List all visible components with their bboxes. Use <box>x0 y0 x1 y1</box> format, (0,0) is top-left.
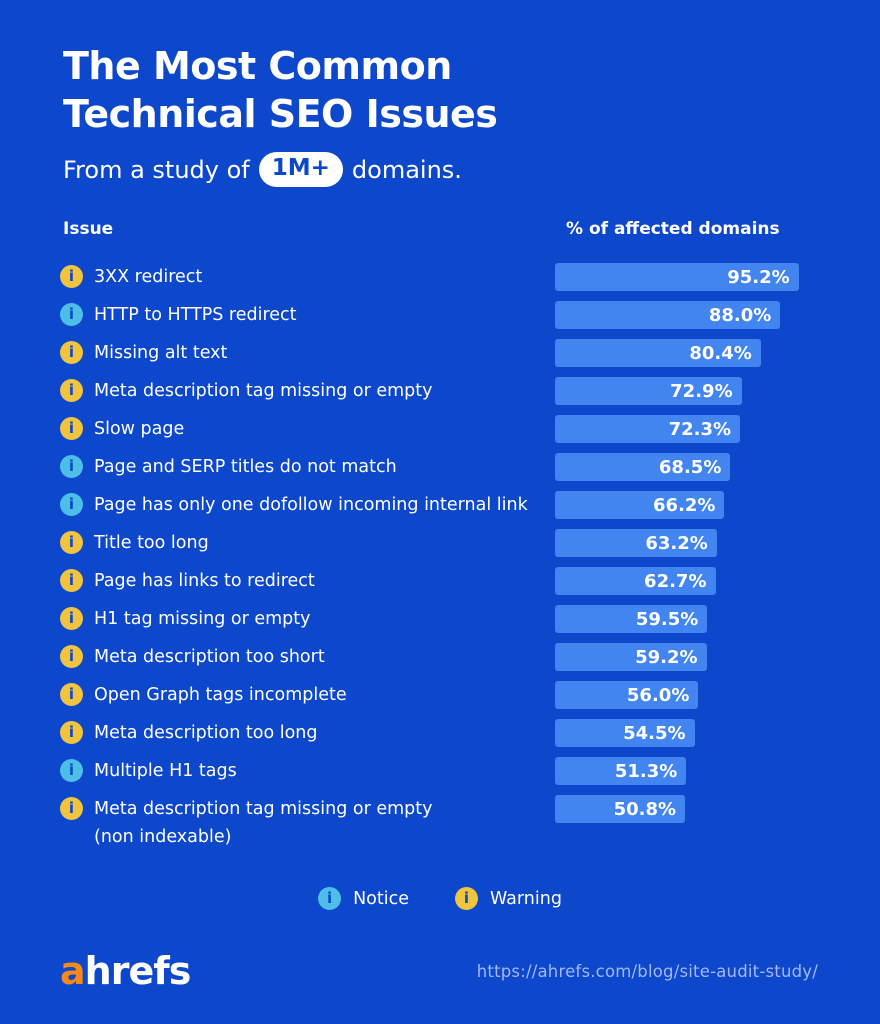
bar-value-label: 66.2% <box>653 494 716 516</box>
bar-value-label: 62.7% <box>644 570 707 592</box>
bar-value-label: 72.3% <box>668 418 732 440</box>
bar: 68.5% <box>555 453 731 481</box>
domain-count-badge: 1M+ <box>258 152 343 187</box>
bar-value-label: 59.5% <box>635 608 699 630</box>
ahrefs-logo: ahrefs <box>60 949 192 993</box>
bar: 59.2% <box>555 643 707 671</box>
subtitle: From a study of 1M+ domains. <box>63 152 820 187</box>
legend-warning-label: Warning <box>489 888 562 909</box>
issue-label: Page and SERP titles do not match <box>94 457 397 477</box>
column-header-issue: Issue <box>63 219 114 239</box>
warning-icon: i <box>60 645 83 668</box>
bar-value-label: 50.8% <box>613 798 677 820</box>
table-row: i Page has only one dofollow incoming in… <box>60 491 820 519</box>
issue-label: Slow page <box>94 419 185 439</box>
notice-icon: i <box>60 759 83 782</box>
table-row: i H1 tag missing or empty 59.5% <box>60 605 820 633</box>
bar-value-label: 54.5% <box>623 722 686 744</box>
bar: 80.4% <box>555 339 761 367</box>
logo-letter-a: a <box>60 949 86 993</box>
bar: 62.7% <box>555 567 716 595</box>
legend-item-notice: i Notice <box>318 887 409 910</box>
bar: 88.0% <box>555 301 781 329</box>
bar: 50.8% <box>555 795 686 823</box>
logo-letters-hrefs: hrefs <box>84 949 192 993</box>
legend: i Notice i Warning <box>60 887 820 910</box>
issue-label: Multiple H1 tags <box>94 761 237 781</box>
title-line-2: Technical SEO Issues <box>63 92 498 136</box>
bar: 95.2% <box>555 263 799 291</box>
issue-label: Missing alt text <box>94 343 228 363</box>
warning-icon: i <box>60 607 83 630</box>
issue-label: Meta description tag missing or empty (n… <box>94 799 433 847</box>
table-row: i Missing alt text 80.4% <box>60 339 820 367</box>
table-row: i Page has links to redirect 62.7% <box>60 567 820 595</box>
bar-value-label: 72.9% <box>670 380 733 402</box>
warning-icon: i <box>60 379 83 402</box>
table-row: i Page and SERP titles do not match 68.5… <box>60 453 820 481</box>
bar: 72.9% <box>555 377 742 405</box>
issue-label: Title too long <box>94 533 209 553</box>
issue-label: Meta description too long <box>94 723 318 743</box>
issue-label: Page has only one dofollow incoming inte… <box>94 495 528 515</box>
footer: ahrefs https://ahrefs.com/blog/site-audi… <box>60 952 818 990</box>
warning-icon: i <box>60 683 83 706</box>
bar: 59.5% <box>555 605 708 633</box>
table-row: i Meta description tag missing or empty … <box>60 377 820 405</box>
source-url[interactable]: https://ahrefs.com/blog/site-audit-study… <box>476 961 818 981</box>
warning-icon: i <box>60 341 83 364</box>
bar: 54.5% <box>555 719 695 747</box>
notice-icon: i <box>60 455 83 478</box>
warning-icon: i <box>60 797 83 820</box>
table-row: i Slow page 72.3% <box>60 415 820 443</box>
bar-value-label: 80.4% <box>689 342 752 364</box>
notice-icon: i <box>318 887 342 910</box>
issue-label: Meta description too short <box>94 647 325 667</box>
column-header-percent: % of affected domains <box>566 219 780 239</box>
warning-icon: i <box>60 265 83 288</box>
bar: 66.2% <box>555 491 725 519</box>
table-row: i 3XX redirect 95.2% <box>60 263 820 291</box>
bar-value-label: 68.5% <box>658 456 722 478</box>
warning-icon: i <box>60 721 83 744</box>
column-headers: Issue % of affected domains <box>63 219 820 239</box>
bar: 51.3% <box>555 757 687 785</box>
legend-notice-label: Notice <box>353 888 409 909</box>
issue-label: HTTP to HTTPS redirect <box>94 305 297 325</box>
issue-label: 3XX redirect <box>94 267 203 287</box>
issue-label: H1 tag missing or empty <box>94 609 311 629</box>
bar-value-label: 63.2% <box>645 532 708 554</box>
title-line-1: The Most Common <box>63 44 452 88</box>
notice-icon: i <box>60 493 83 516</box>
table-row: i Meta description too short 59.2% <box>60 643 820 671</box>
table-row: i HTTP to HTTPS redirect 88.0% <box>60 301 820 329</box>
issue-label: Page has links to redirect <box>94 571 315 591</box>
warning-icon: i <box>454 887 478 910</box>
warning-icon: i <box>60 417 83 440</box>
warning-icon: i <box>60 531 83 554</box>
table-row: i Meta description too long 54.5% <box>60 719 820 747</box>
table-row: i Title too long 63.2% <box>60 529 820 557</box>
bar: 72.3% <box>555 415 741 443</box>
legend-item-warning: i Warning <box>454 887 562 910</box>
warning-icon: i <box>60 569 83 592</box>
bar-chart: i 3XX redirect 95.2% i HTTP to HTTPS red… <box>60 263 820 851</box>
bar-value-label: 51.3% <box>614 760 678 782</box>
bar-value-label: 88.0% <box>708 304 772 326</box>
page-title: The Most Common Technical SEO Issues <box>63 42 820 138</box>
table-row: i Meta description tag missing or empty … <box>60 795 820 851</box>
issue-label: Open Graph tags incomplete <box>94 685 347 705</box>
subtitle-suffix: domains. <box>351 155 462 184</box>
subtitle-prefix: From a study of <box>63 155 250 184</box>
bar-value-label: 56.0% <box>626 684 690 706</box>
notice-icon: i <box>60 303 83 326</box>
table-row: i Multiple H1 tags 51.3% <box>60 757 820 785</box>
bar-value-label: 95.2% <box>727 266 790 288</box>
issue-label: Meta description tag missing or empty <box>94 381 433 401</box>
bar-value-label: 59.2% <box>635 646 698 668</box>
bar: 63.2% <box>555 529 717 557</box>
bar: 56.0% <box>555 681 699 709</box>
table-row: i Open Graph tags incomplete 56.0% <box>60 681 820 709</box>
